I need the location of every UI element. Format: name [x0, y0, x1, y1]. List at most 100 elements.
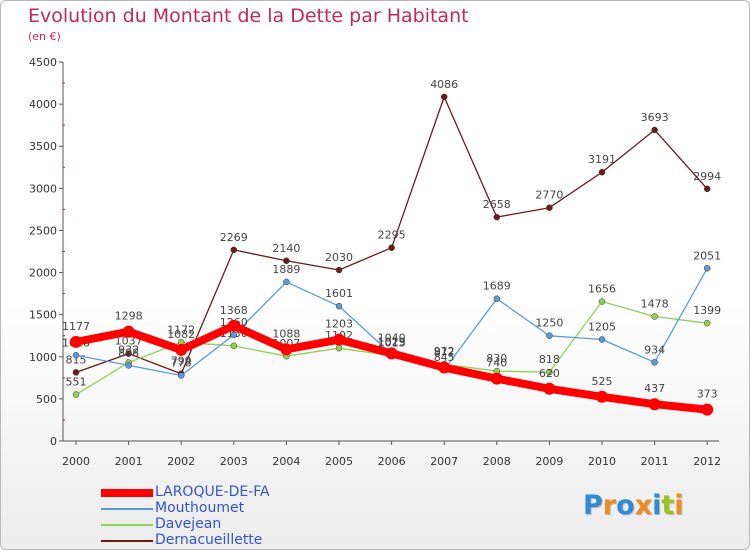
data-label: 778: [171, 356, 192, 369]
data-point: [385, 347, 398, 360]
data-label: 740: [486, 357, 507, 370]
data-point: [333, 333, 345, 346]
legend-label: Dernacueillette: [155, 532, 263, 548]
data-point: [72, 369, 80, 376]
data-point: [230, 331, 238, 339]
data-label: 1082: [167, 328, 195, 341]
data-label: 872: [434, 346, 455, 359]
data-label: 1478: [641, 298, 669, 311]
data-label: 2269: [220, 231, 248, 244]
data-point: [388, 244, 395, 251]
data-point: [125, 362, 132, 369]
data-label: 2658: [483, 198, 511, 211]
data-point: [598, 168, 606, 176]
data-point: [546, 204, 553, 211]
data-label: 1298: [115, 310, 143, 323]
data-label: 1399: [693, 304, 721, 317]
data-label: 1013: [378, 337, 406, 350]
x-tick-label: 2010: [588, 455, 616, 468]
data-label: 830: [486, 352, 507, 365]
data-point: [598, 336, 606, 343]
y-tick-label: 1000: [29, 351, 57, 364]
data-label: 1205: [588, 321, 616, 334]
data-label: 1368: [220, 304, 248, 317]
y-tick-label: 1500: [29, 309, 57, 322]
x-tick-label: 2002: [167, 455, 195, 468]
data-point: [175, 343, 188, 356]
x-tick-label: 2005: [325, 455, 353, 468]
y-tick-label: 2000: [29, 267, 57, 280]
data-label: 373: [697, 388, 718, 401]
data-label: 525: [592, 375, 613, 388]
data-label: 551: [66, 376, 87, 389]
data-label: 1656: [588, 283, 616, 296]
data-label: 2051: [693, 249, 721, 262]
data-point: [335, 266, 343, 274]
data-label: 912: [434, 345, 455, 358]
x-tick-label: 2008: [483, 455, 511, 468]
data-label: 620: [539, 367, 560, 380]
data-point: [177, 372, 185, 379]
data-point: [72, 391, 80, 398]
data-point: [440, 93, 448, 101]
y-tick-label: 3000: [29, 182, 57, 195]
data-point: [122, 325, 135, 338]
data-label: 3693: [641, 111, 669, 124]
data-point: [546, 368, 553, 376]
data-point: [227, 319, 240, 332]
data-point: [230, 246, 238, 254]
legend-swatch: [101, 524, 153, 526]
chart-subtitle: (en €): [28, 30, 61, 43]
data-point: [283, 278, 290, 286]
data-label: 799: [171, 355, 192, 368]
x-tick-label: 2009: [535, 455, 563, 468]
x-tick-label: 2006: [378, 455, 406, 468]
proxiti-logo: Proxiti: [583, 490, 684, 521]
y-tick-label: 2500: [29, 224, 57, 237]
y-tick-label: 3500: [29, 140, 57, 153]
data-label: 437: [644, 382, 665, 395]
data-point: [125, 350, 132, 357]
data-point: [703, 265, 711, 272]
data-label: 1088: [272, 327, 300, 340]
data-label: 1177: [62, 320, 90, 333]
y-tick-label: 4500: [29, 56, 57, 69]
data-point: [438, 361, 451, 374]
data-label: 4086: [430, 78, 458, 91]
data-point: [70, 335, 82, 348]
data-point: [648, 398, 661, 411]
legend-swatch: [101, 508, 153, 510]
data-point: [701, 403, 714, 416]
data-label: 818: [539, 353, 560, 366]
x-tick-label: 2003: [220, 455, 248, 468]
legend-label: Mouthoumet: [155, 500, 245, 516]
y-tick-label: 500: [36, 393, 57, 406]
data-point: [72, 352, 80, 359]
data-label: 934: [644, 343, 665, 356]
data-label: 2770: [535, 189, 563, 202]
legend-label: LAROQUE-DE-FA: [155, 484, 270, 500]
data-label: 1689: [483, 280, 511, 293]
data-point: [493, 213, 501, 221]
legend-swatch: [101, 540, 153, 542]
x-tick-label: 2004: [272, 455, 300, 468]
x-tick-label: 2011: [641, 455, 669, 468]
data-point: [703, 319, 711, 327]
data-label: 2030: [325, 251, 353, 264]
data-label: 1250: [535, 317, 563, 330]
y-tick-label: 0: [50, 435, 57, 448]
legend-swatch: [101, 489, 153, 497]
data-point: [335, 344, 343, 352]
data-point: [651, 313, 658, 320]
data-point: [546, 332, 553, 339]
data-label: 1040: [378, 331, 406, 344]
data-point: [543, 382, 556, 395]
data-label: 1203: [325, 318, 353, 331]
x-tick-label: 2012: [693, 455, 721, 468]
data-label: 1601: [325, 287, 353, 300]
data-point: [280, 343, 293, 356]
x-tick-label: 2000: [62, 455, 90, 468]
data-label: 898: [118, 346, 139, 359]
